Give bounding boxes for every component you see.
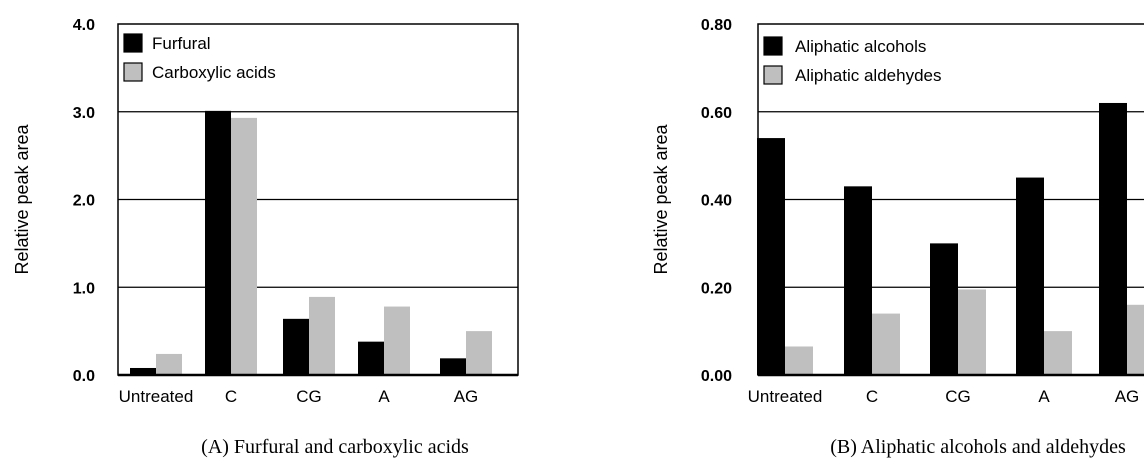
y-axis-label: Relative peak area xyxy=(12,123,32,274)
legend: Furfural Carboxylic acids xyxy=(123,33,276,82)
x-tick-label: CG xyxy=(296,387,322,406)
legend-swatch xyxy=(763,65,783,85)
legend-swatch xyxy=(123,33,143,53)
figure-caption: (A) Furfural and carboxylic acids xyxy=(201,436,469,458)
chart-b: 0.00 0.20 0.40 0.60 0.80 Relative peak area Un… xyxy=(651,17,1144,458)
x-tick-label: CG xyxy=(945,387,971,406)
bar-aliphatic-aldehydes-a xyxy=(1044,331,1072,375)
bar-aliphatic-aldehydes-untreated xyxy=(785,346,813,375)
x-tick-label: A xyxy=(1038,387,1050,406)
bar-aliphatic-aldehydes-c xyxy=(872,313,900,375)
bar-aliphatic-alcohols-c xyxy=(844,186,872,375)
y-tick-label: 2.0 xyxy=(73,193,95,210)
y-tick-label: 0.00 xyxy=(701,368,732,385)
bar-furfural-ag xyxy=(440,358,466,375)
x-tick-label: AG xyxy=(1115,387,1140,406)
legend: Aliphatic alcohols Aliphatic aldehydes xyxy=(763,36,941,85)
legend-label: Furfural xyxy=(152,34,211,53)
bar-aliphatic-aldehydes-ag xyxy=(1127,304,1144,375)
y-tick-label: 4.0 xyxy=(73,17,95,34)
bar-carboxylic-acids-a xyxy=(384,306,410,375)
legend-swatch xyxy=(123,62,143,82)
figure-caption: (B) Aliphatic alcohols and aldehydes xyxy=(830,436,1126,458)
legend-label: Aliphatic alcohols xyxy=(795,37,926,56)
bar-carboxylic-acids-cg xyxy=(309,296,335,375)
bar-furfural-a xyxy=(358,341,384,375)
y-tick-label: 0.40 xyxy=(701,193,732,210)
legend-swatch xyxy=(763,36,783,56)
x-tick-label: C xyxy=(866,387,878,406)
bar-carboxylic-acids-c xyxy=(231,117,257,375)
y-tick-label: 3.0 xyxy=(73,105,95,122)
x-tick-label: A xyxy=(378,387,390,406)
x-tick-label: AG xyxy=(454,387,479,406)
chart-a: 0.0 1.0 2.0 3.0 4.0 Relative peak area Untreat… xyxy=(12,17,519,458)
y-axis-label: Relative peak area xyxy=(651,123,671,274)
y-tick-label: 0.80 xyxy=(701,17,732,34)
y-tick-label: 0.20 xyxy=(701,280,732,297)
bar-aliphatic-alcohols-a xyxy=(1016,177,1044,375)
x-tick-label: Untreated xyxy=(119,387,194,406)
legend-label: Carboxylic acids xyxy=(152,63,276,82)
bar-aliphatic-alcohols-ag xyxy=(1099,102,1127,375)
bar-furfural-untreated xyxy=(130,367,156,375)
x-tick-label: C xyxy=(225,387,237,406)
bar-aliphatic-aldehydes-cg xyxy=(958,289,986,375)
bar-carboxylic-acids-ag xyxy=(466,331,492,375)
x-tick-label: Untreated xyxy=(748,387,823,406)
bar-carboxylic-acids-untreated xyxy=(156,353,182,375)
bar-furfural-cg xyxy=(283,318,309,375)
bar-aliphatic-alcohols-untreated xyxy=(757,138,785,375)
bar-aliphatic-alcohols-cg xyxy=(930,243,958,375)
legend-label: Aliphatic aldehydes xyxy=(795,66,941,85)
y-tick-label: 0.60 xyxy=(701,105,732,122)
bar-furfural-c xyxy=(205,110,231,375)
y-tick-label: 0.0 xyxy=(73,368,95,385)
y-tick-label: 1.0 xyxy=(73,280,95,297)
